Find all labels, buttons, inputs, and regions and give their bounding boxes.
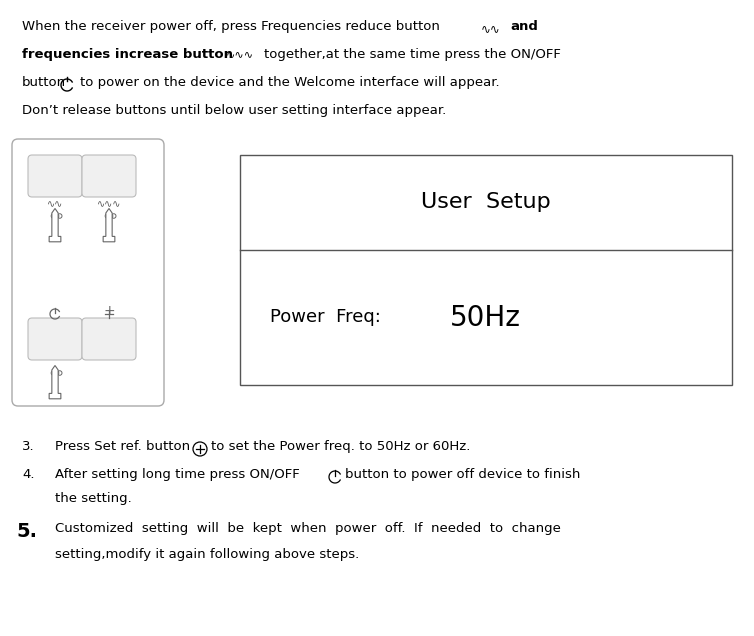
Text: and: and	[510, 20, 538, 33]
Text: setting,modify it again following above steps.: setting,modify it again following above …	[55, 548, 359, 561]
Text: Power  Freq:: Power Freq:	[270, 308, 387, 326]
Text: to set the Power freq. to 50Hz or 60Hz.: to set the Power freq. to 50Hz or 60Hz.	[211, 440, 470, 453]
FancyBboxPatch shape	[28, 318, 82, 360]
Text: 5.: 5.	[16, 522, 37, 541]
Text: frequencies increase button: frequencies increase button	[22, 48, 233, 61]
Text: 3.: 3.	[22, 440, 35, 453]
Text: together,at the same time press the ON/OFF: together,at the same time press the ON/O…	[264, 48, 561, 61]
Text: ∿∿: ∿∿	[481, 22, 501, 35]
Text: to power on the device and the Welcome interface will appear.: to power on the device and the Welcome i…	[80, 76, 500, 89]
FancyBboxPatch shape	[82, 318, 136, 360]
Text: ∿∿: ∿∿	[47, 199, 63, 209]
FancyBboxPatch shape	[12, 139, 164, 406]
PathPatch shape	[49, 366, 61, 399]
Text: Customized  setting  will  be  kept  when  power  off.  If  needed  to  change: Customized setting will be kept when pow…	[55, 522, 561, 535]
Bar	[240, 155, 732, 385]
Text: button: button	[22, 76, 66, 89]
Text: Press Set ref. button: Press Set ref. button	[55, 440, 190, 453]
PathPatch shape	[103, 209, 115, 242]
Text: the setting.: the setting.	[55, 492, 132, 505]
Text: When the receiver power off, press Frequencies reduce button: When the receiver power off, press Frequ…	[22, 20, 440, 33]
Text: Don’t release buttons until below user setting interface appear.: Don’t release buttons until below user s…	[22, 104, 446, 117]
Text: User  Setup: User Setup	[421, 193, 551, 212]
PathPatch shape	[49, 209, 61, 242]
Text: 50Hz: 50Hz	[450, 303, 521, 331]
Text: +: +	[103, 304, 115, 318]
FancyBboxPatch shape	[82, 155, 136, 197]
Text: 4.: 4.	[22, 468, 35, 481]
Text: ∿∿∿: ∿∿∿	[97, 199, 121, 209]
Text: button to power off device to finish: button to power off device to finish	[345, 468, 581, 481]
FancyBboxPatch shape	[28, 155, 82, 197]
Text: After setting long time press ON/OFF: After setting long time press ON/OFF	[55, 468, 300, 481]
Text: ∿∿∿: ∿∿∿	[226, 49, 254, 59]
